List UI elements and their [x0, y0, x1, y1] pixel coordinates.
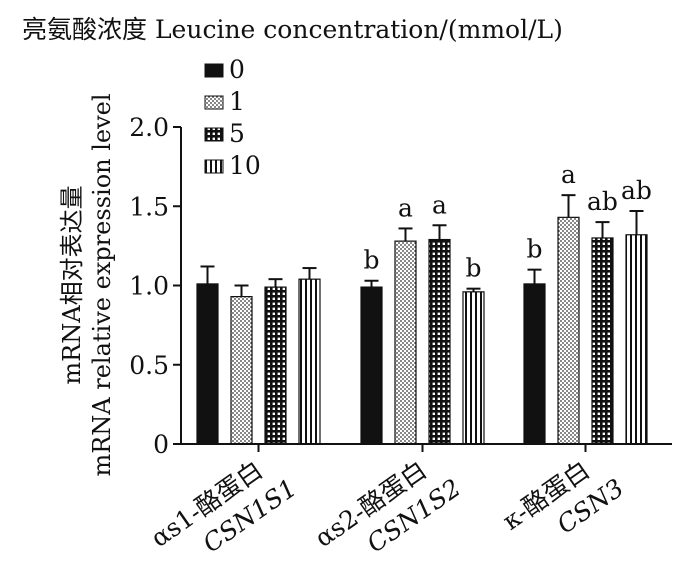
bar: [428, 238, 451, 445]
legend-label: 5: [229, 119, 245, 148]
bar: [591, 237, 614, 445]
bar: [298, 278, 321, 445]
bar: [523, 283, 546, 445]
bar: [557, 216, 580, 445]
bar: [394, 240, 417, 445]
legend-swatch: [204, 159, 224, 174]
bar: [264, 286, 287, 445]
y-tick-label: 1.5: [129, 192, 169, 221]
significance-letter: ab: [587, 187, 618, 216]
y-axis-label-cn: mRNA相对表达量: [58, 185, 86, 384]
y-axis-label: mRNA相对表达量 mRNA relative expression level: [58, 93, 116, 476]
legend-label: 1: [229, 87, 245, 116]
significance-letter: ab: [621, 176, 652, 205]
bar: [360, 286, 383, 445]
chart-title: 亮氨酸浓度 Leucine concentration/(mmol/L): [22, 15, 563, 44]
significance-letter: b: [363, 246, 379, 275]
legend-swatch: [204, 63, 224, 78]
y-tick-label: 1.0: [129, 272, 169, 301]
y-axis: 0 0.5 1.0 1.5 2.0: [129, 113, 182, 459]
legend-swatch: [204, 127, 224, 142]
y-tick-label: 0.5: [129, 351, 169, 380]
significance-letter: a: [398, 193, 413, 222]
significance-letter: b: [526, 235, 542, 264]
significance-letter: b: [465, 254, 481, 283]
bar: [625, 234, 648, 445]
bar: [230, 295, 253, 445]
legend-label: 10: [229, 151, 261, 180]
bar: [196, 283, 219, 445]
y-tick-label: 0: [153, 430, 169, 459]
y-tick-label: 2.0: [129, 113, 169, 142]
legend-swatch: [204, 95, 224, 110]
significance-letter: a: [432, 190, 447, 219]
legend-label: 0: [229, 55, 245, 84]
bar: [462, 291, 485, 445]
significance-letter: a: [561, 160, 576, 189]
legend: 0 1 5 10: [204, 55, 261, 180]
y-axis-label-en: mRNA relative expression level: [88, 93, 116, 476]
